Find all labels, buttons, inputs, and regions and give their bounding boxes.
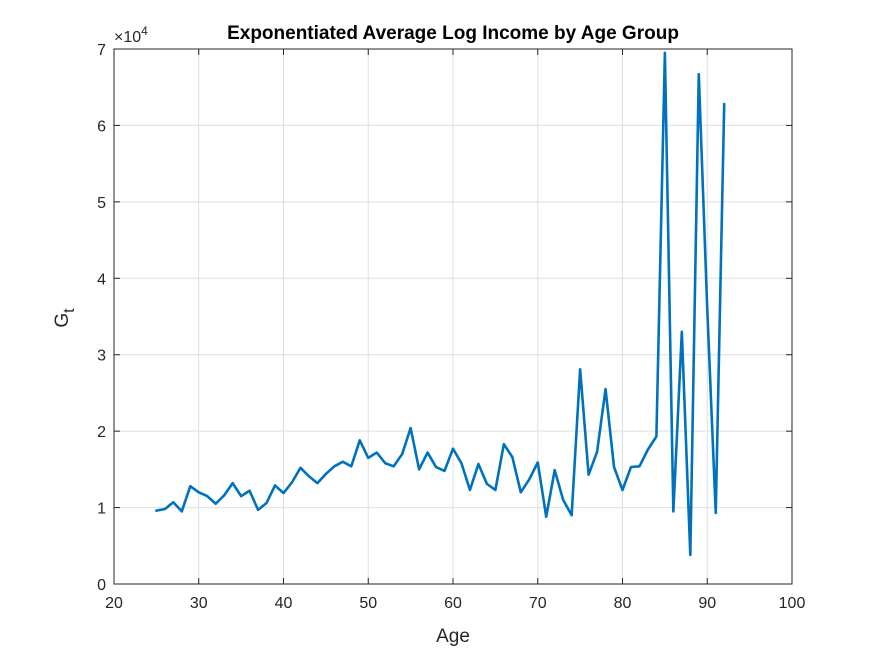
x-tick-label: 70 bbox=[529, 595, 547, 612]
x-tick-label: 30 bbox=[190, 595, 208, 612]
series-layer bbox=[155, 51, 726, 557]
y-tick-label: 1 bbox=[97, 501, 106, 518]
y-tick-label: 2 bbox=[97, 424, 106, 441]
x-tick-label: 80 bbox=[614, 595, 632, 612]
y-tick-label: 7 bbox=[97, 42, 106, 59]
x-axis-label: Age bbox=[436, 626, 470, 647]
y-tick-label: 4 bbox=[97, 271, 106, 288]
y-tick-labels: 0 1 2 3 4 5 6 7 bbox=[97, 42, 106, 594]
y-tick-label: 3 bbox=[97, 348, 106, 365]
x-tick-label: 40 bbox=[275, 595, 293, 612]
y-exponent-label: ×104 bbox=[114, 24, 148, 46]
series-line bbox=[155, 51, 726, 557]
x-tick-label: 50 bbox=[359, 595, 377, 612]
x-tick-label: 100 bbox=[779, 595, 806, 612]
x-tick-label: 20 bbox=[105, 595, 123, 612]
y-tick-label: 0 bbox=[97, 577, 106, 594]
x-tick-label: 60 bbox=[444, 595, 462, 612]
y-tick-label: 6 bbox=[97, 118, 106, 135]
x-tick-label: 90 bbox=[698, 595, 716, 612]
chart-title: Exponentiated Average Log Income by Age … bbox=[227, 23, 679, 44]
y-tick-label: 5 bbox=[97, 195, 106, 212]
plot-frame bbox=[113, 48, 793, 585]
y-axis-label: Gt bbox=[52, 308, 78, 328]
grid-lines bbox=[114, 49, 792, 584]
x-tick-labels: 20 30 40 50 60 70 80 90 100 bbox=[105, 595, 805, 612]
